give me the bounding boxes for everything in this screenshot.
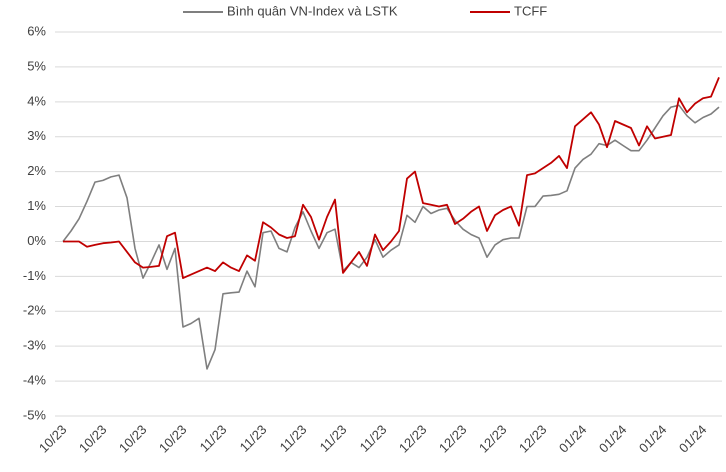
x-tick-label: 01/24	[636, 422, 670, 456]
series-line	[62, 104, 720, 370]
y-tick-label: -1%	[23, 268, 47, 283]
y-tick-label: -5%	[23, 407, 47, 422]
x-tick-label: 12/23	[436, 422, 470, 456]
x-tick-label: 10/23	[156, 422, 190, 456]
legend-label: Bình quân VN-Index và LSTK	[227, 3, 398, 18]
legend-label: TCFF	[514, 3, 547, 18]
x-tick-label: 01/24	[676, 422, 710, 456]
y-tick-label: 3%	[27, 128, 46, 143]
x-tick-label: 10/23	[76, 422, 110, 456]
x-tick-label: 12/23	[396, 422, 430, 456]
y-tick-label: 1%	[27, 198, 46, 213]
x-tick-label: 11/23	[197, 422, 230, 455]
x-tick-label: 11/23	[277, 422, 310, 455]
series-line	[63, 77, 720, 279]
x-tick-label: 01/24	[596, 422, 630, 456]
y-tick-label: 4%	[27, 93, 46, 108]
x-tick-label: 12/23	[516, 422, 550, 456]
x-tick-label: 11/23	[317, 422, 350, 455]
y-tick-label: 6%	[27, 23, 46, 38]
y-tick-label: -2%	[23, 303, 47, 318]
y-tick-label: 0%	[27, 233, 46, 248]
y-tick-label: 2%	[27, 163, 46, 178]
x-tick-label: 10/23	[36, 422, 70, 456]
y-tick-label: -3%	[23, 338, 47, 353]
x-tick-label: 12/23	[476, 422, 510, 456]
x-tick-label: 11/23	[237, 422, 270, 455]
x-tick-label: 10/23	[116, 422, 150, 456]
x-tick-label: 11/23	[357, 422, 390, 455]
x-tick-label: 01/24	[556, 422, 590, 456]
y-tick-label: 5%	[27, 58, 46, 73]
y-tick-label: -4%	[23, 373, 47, 388]
